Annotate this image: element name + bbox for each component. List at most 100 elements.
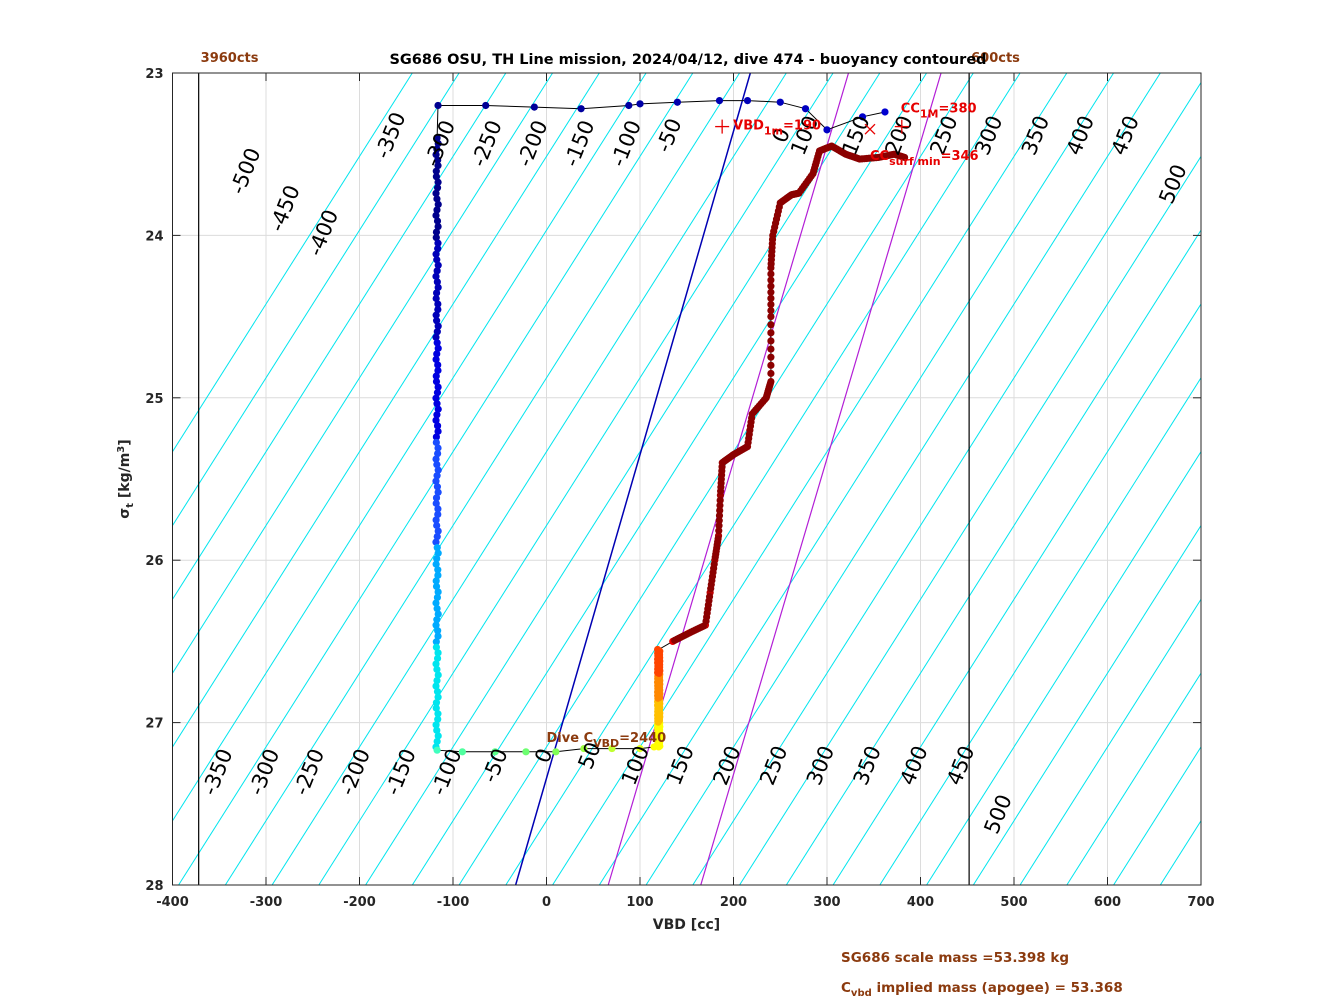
vertical-descent-point-10 [432, 189, 440, 197]
contour-line-1 [172, 73, 460, 527]
vertical-descent-point-76 [433, 555, 441, 563]
contour-line-12 [458, 73, 974, 885]
vertical-descent-point-27 [434, 283, 442, 292]
vertical-descent-point-15 [433, 217, 442, 225]
ascent-fill-13-6 [767, 276, 775, 284]
bottom-point-7 [636, 744, 644, 753]
vertical-descent-point-89 [434, 627, 442, 635]
ascent-point-13 [767, 313, 775, 321]
descent-point-5 [636, 100, 644, 108]
vertical-descent-point-97 [434, 671, 442, 679]
contour-line-5 [172, 73, 647, 822]
descent-point-2 [530, 103, 538, 111]
magenta-line-0 [607, 73, 850, 885]
contour-line-25 [1066, 672, 1201, 885]
x-tick-label-2: -200 [343, 895, 376, 910]
descent-point-4 [625, 101, 633, 110]
vertical-descent-point-61 [433, 472, 441, 480]
vertical-descent-point-31 [434, 305, 442, 314]
contour-line-23 [972, 524, 1201, 885]
vertical-descent-point-53 [434, 427, 442, 435]
vertical-descent-point-103 [432, 704, 440, 712]
ascent-gradient-point-110 [653, 645, 662, 654]
y-axis-label: σt [kg/m3] [116, 439, 136, 518]
vertical-descent-point-84 [432, 599, 440, 607]
vertical-descent-point-49 [434, 405, 442, 413]
vertical-descent-point-56 [434, 444, 442, 452]
vertical-descent-point-69 [432, 516, 440, 524]
descent-point-7 [715, 97, 724, 105]
vertical-descent-point-85 [433, 604, 441, 613]
vertical-descent-point-5 [434, 162, 442, 170]
dive-c-label: Dive CVBD=2440 [547, 731, 667, 750]
vertical-descent-point-67 [434, 505, 442, 513]
vertical-descent-point-8 [434, 178, 442, 186]
x-tick-label-1: -300 [250, 895, 283, 910]
vertical-descent-point-25 [432, 272, 440, 280]
vertical-descent-point-32 [432, 311, 440, 319]
vertical-descent-point-19 [434, 239, 442, 247]
y-tick-label-0: 23 [145, 67, 163, 82]
vbd-1m-label: VBD1m=190 [733, 119, 821, 138]
data-points [432, 97, 909, 756]
vertical-descent-point-78 [434, 566, 442, 574]
vertical-descent-point-77 [432, 560, 440, 568]
x-tick-label-11: 700 [1187, 895, 1214, 910]
vertical-descent-point-100 [433, 687, 442, 696]
y-tick-label-4: 27 [145, 717, 163, 732]
vertical-descent-point-70 [433, 521, 441, 530]
vertical-descent-point-74 [433, 544, 441, 552]
ascent-fill-4-7 [714, 535, 722, 543]
vertical-descent-point-64 [434, 488, 442, 496]
vertical-descent-point-59 [433, 461, 441, 469]
chart-title: SG686 OSU, TH Line mission, 2024/04/12, … [389, 52, 986, 68]
scale-mass-note: SG686 scale mass =53.398 kg [841, 950, 1070, 966]
y-tick-label-5: 28 [145, 879, 163, 894]
ascent-fill-5-3 [715, 517, 723, 525]
vertical-descent-point-60 [434, 466, 442, 474]
contour-line-11 [411, 73, 927, 885]
descent-point-13 [881, 108, 889, 116]
vertical-descent-point-43 [432, 372, 440, 380]
y-tick-label-1: 24 [145, 229, 163, 244]
ascent-fill-12-7 [767, 321, 775, 329]
contour-line-15 [598, 73, 1114, 885]
vertical-descent-point-30 [434, 300, 442, 308]
implied-mass-prefix: C [841, 980, 851, 996]
vertical-descent-point-20 [434, 245, 442, 253]
vertical-descent-point-34 [434, 322, 442, 330]
vertical-descent-point-107 [433, 726, 441, 734]
vertical-descent-point-33 [433, 317, 441, 325]
descent-point-10 [801, 105, 810, 113]
ascent-fill-5-4 [715, 511, 724, 520]
vertical-descent-point-51 [432, 416, 440, 424]
vertical-descent-point-2 [433, 145, 441, 153]
vertical-descent-point-26 [433, 278, 441, 286]
vertical-descent-point-28 [432, 289, 441, 297]
vertical-descent-point-92 [432, 643, 440, 651]
ascent-fill-13-5 [767, 282, 775, 290]
contour-line-9 [318, 73, 834, 885]
y-label-sub: t [125, 503, 136, 508]
vertical-descent-point-81 [432, 582, 441, 591]
vertical-descent-point-24 [433, 267, 441, 275]
vertical-descent-point-45 [434, 383, 442, 391]
vertical-descent-point-80 [432, 577, 440, 585]
x-tick-label-0: -400 [156, 895, 189, 910]
y-label-sigma: σ [117, 508, 133, 519]
y-label-sup: 3 [116, 446, 127, 453]
contour-line-2 [172, 73, 507, 601]
x-tick-label-5: 100 [626, 895, 653, 910]
vertical-descent-point-71 [434, 527, 442, 535]
x-tick-label-7: 300 [813, 895, 840, 910]
x-tick-label-3: -100 [437, 895, 470, 910]
vertical-descent-point-98 [433, 676, 441, 685]
contour-line-19 [785, 229, 1201, 885]
ascent-fill-3-7 [710, 560, 718, 568]
vertical-descent-point-73 [432, 538, 440, 546]
ascent-fill-9-7 [748, 414, 756, 422]
contour-line-17 [692, 81, 1201, 885]
vertical-descent-point-37 [433, 339, 441, 347]
vbd-1m-marker [715, 119, 730, 134]
bottom-point-2 [491, 748, 499, 756]
